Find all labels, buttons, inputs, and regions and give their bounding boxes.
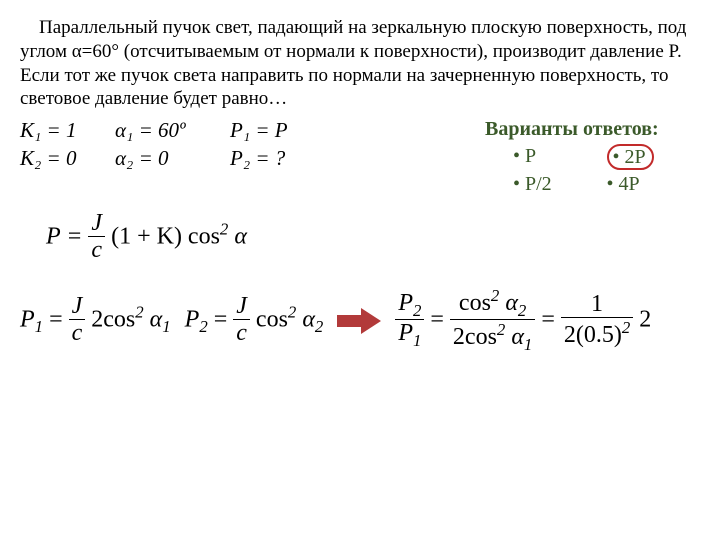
given-a1: α₁ = 60º xyxy=(115,117,230,143)
problem-statement: Параллельный пучок свет, падающий на зер… xyxy=(20,16,700,111)
answer-option-3: • 4P xyxy=(607,172,701,197)
p1-formula: P1 = Jc 2cos2 α1 xyxy=(20,294,171,348)
given-values: K₁ = 1 α₁ = 60º P₁ = P K₂ = 0 α₂ = 0 P₂ … xyxy=(20,117,315,172)
implies-arrow-icon xyxy=(337,308,381,334)
p2-formula: P2 = Jc cos2 α2 xyxy=(185,294,324,348)
answer-option-0: • P xyxy=(513,144,607,170)
given-p1: P₁ = P xyxy=(230,117,315,143)
answer-option-1: • 2P xyxy=(607,144,701,170)
given-a2: α₂ = 0 xyxy=(115,145,230,171)
derivation-row: P1 = Jc 2cos2 α1 P2 = Jc cos2 α2 P2 P1 =… xyxy=(20,287,700,355)
given-p2: P₂ = ? xyxy=(230,145,315,171)
correct-answer-circle: • 2P xyxy=(607,144,654,170)
answers-title: Варианты ответов: xyxy=(485,117,700,142)
answers-box: Варианты ответов: • P • 2P • P/2 • 4P xyxy=(485,117,700,197)
answers-grid: • P • 2P • P/2 • 4P xyxy=(485,144,700,197)
answer-option-2: • P/2 xyxy=(513,172,607,197)
given-k1: K₁ = 1 xyxy=(20,117,115,143)
pressure-formula: P = J c (1 + K) cos2 α xyxy=(20,211,700,265)
given-and-answers-row: K₁ = 1 α₁ = 60º P₁ = P K₂ = 0 α₂ = 0 P₂ … xyxy=(20,117,700,197)
given-k2: K₂ = 0 xyxy=(20,145,115,171)
ratio-formula: P2 P1 = cos2 α2 2cos2 α1 = 1 2(0.5)2 2 xyxy=(395,287,651,355)
